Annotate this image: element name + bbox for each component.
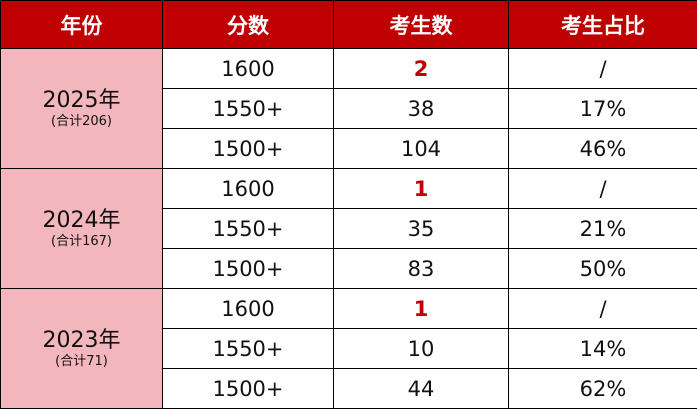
table-row: 2025年 (合计206) 1600 2/ <box>0 48 697 169</box>
year-total: (合计71) <box>55 353 108 369</box>
ratio-cell: 50% <box>508 248 697 289</box>
ratio-cell: / <box>508 168 697 209</box>
score-cell: 1550+ <box>162 328 334 369</box>
year-label: 2025年 <box>42 87 121 113</box>
header-count: 考生数 <box>333 0 509 49</box>
table-row: 1550+ 10 14% <box>1 328 697 369</box>
header-year: 年份 <box>0 0 163 49</box>
ratio-cell: / <box>508 288 697 329</box>
table-row: 1500+ 83 50% <box>1 248 697 289</box>
header-ratio: 考生占比 <box>508 0 697 49</box>
count-cell: 83 <box>333 248 509 289</box>
year-cell: 2025年 (合计206) <box>0 48 163 169</box>
count-cell: 2 <box>333 48 509 89</box>
count-cell: 1 <box>333 288 509 329</box>
ratio-cell: 17% <box>508 88 697 129</box>
year-label: 2024年 <box>42 207 121 233</box>
year-cell: 2024年 (合计167) <box>0 168 163 289</box>
ratio-cell: 62% <box>508 368 697 409</box>
count-cell: 1 <box>333 168 509 209</box>
score-cell: 1600 <box>162 48 334 89</box>
year-total: (合计167) <box>51 233 112 249</box>
ratio-cell: 46% <box>508 128 697 169</box>
year-label: 2023年 <box>42 327 121 353</box>
year-total: (合计206) <box>51 113 112 129</box>
table-row: 1550+ 38 17% <box>1 88 697 129</box>
score-cell: 1550+ <box>162 88 334 129</box>
score-cell: 1550+ <box>162 208 334 249</box>
ratio-cell: 21% <box>508 208 697 249</box>
score-cell: 1500+ <box>162 128 334 169</box>
count-cell: 35 <box>333 208 509 249</box>
year-cell: 2023年 (合计71) <box>0 288 163 409</box>
score-cell: 1600 <box>162 288 334 329</box>
table-row: 1500+ 44 62% <box>1 368 697 409</box>
score-cell: 1500+ <box>162 248 334 289</box>
header-score: 分数 <box>162 0 334 49</box>
count-cell: 44 <box>333 368 509 409</box>
ratio-cell: 14% <box>508 328 697 369</box>
count-cell: 104 <box>333 128 509 169</box>
table-row: 2024年 (合计167) 1600 1/ <box>0 168 697 289</box>
header-row: 年份 分数 考生数 考生占比 <box>0 0 697 49</box>
count-cell: 38 <box>333 88 509 129</box>
ratio-cell: / <box>508 48 697 89</box>
count-cell: 10 <box>333 328 509 369</box>
table-row: 2023年 (合计71) 1600 1/ <box>0 288 697 409</box>
score-cell: 1600 <box>162 168 334 209</box>
score-cell: 1500+ <box>162 368 334 409</box>
